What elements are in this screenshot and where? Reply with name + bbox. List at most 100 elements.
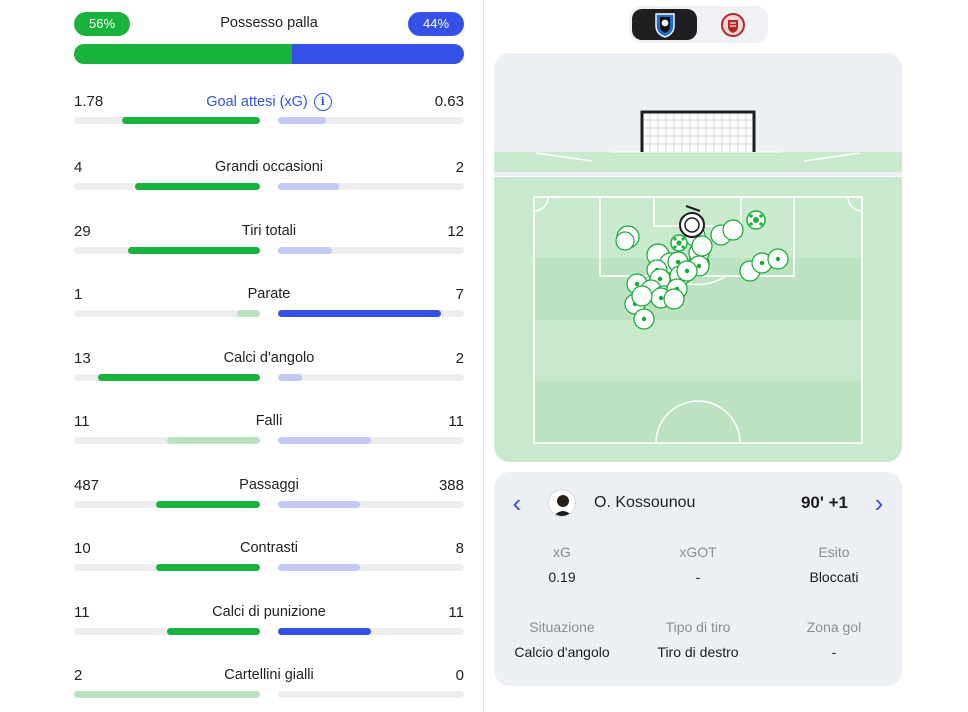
field-value: - xyxy=(831,644,837,660)
stat-label-text: Goal attesi (xG) xyxy=(206,94,308,110)
home-stat-fill xyxy=(74,691,260,698)
away-possession-badge: 44% xyxy=(408,12,464,36)
possession-label: Possesso palla xyxy=(220,15,318,31)
home-stat-bar xyxy=(74,628,260,635)
home-stat-value: 10 xyxy=(74,540,91,557)
away-stat-fill xyxy=(278,183,340,190)
field-key: xG xyxy=(553,544,571,560)
shot-marker-dot xyxy=(675,259,681,265)
shot-marker[interactable] xyxy=(691,235,713,257)
possession-header: 56% Possesso palla 44% xyxy=(74,12,464,36)
stat-label: Calci di punizione xyxy=(74,604,464,620)
home-stat-value: 487 xyxy=(74,477,100,494)
soccer-ball-icon[interactable] xyxy=(746,210,766,230)
home-stat-value: 13 xyxy=(74,350,91,367)
stat-label-text: Calci di punizione xyxy=(212,604,326,620)
shot-marker-dot xyxy=(684,268,690,274)
shot-marker-dot xyxy=(634,281,640,287)
stat-label: Grandi occasioni xyxy=(74,159,464,175)
away-stat-bar xyxy=(278,437,464,444)
stat-label-text: Parate xyxy=(247,286,291,302)
soccer-ball-icon[interactable] xyxy=(670,234,688,252)
shot-marker-dot xyxy=(657,276,663,282)
home-stat-fill xyxy=(127,247,260,254)
stat-label: Passaggi xyxy=(74,477,464,493)
away-possession-fill xyxy=(292,44,464,64)
shot-marker[interactable] xyxy=(631,285,653,307)
home-stat-bar xyxy=(74,691,260,698)
selected-shot-icon[interactable] xyxy=(679,205,705,238)
stat-label-text: Grandi occasioni xyxy=(215,159,323,175)
home-stat-bar xyxy=(74,501,260,508)
away-stat-fill xyxy=(278,310,441,317)
away-stat-value: 2 xyxy=(455,350,464,367)
home-stat-value: 11 xyxy=(74,413,90,430)
field-key: Esito xyxy=(818,544,850,560)
shot-marker-dot xyxy=(696,263,702,269)
home-stat-bar xyxy=(74,183,260,190)
home-stat-value: 1 xyxy=(74,286,83,303)
goal-zone-field: Zona gol - xyxy=(766,619,902,660)
stat-label: Contrasti xyxy=(74,540,464,556)
stat-label: Falli xyxy=(74,413,464,429)
shot-map xyxy=(494,53,902,462)
shot-marker-dot xyxy=(641,316,647,322)
team-toggle-home[interactable] xyxy=(632,9,697,40)
stat-label: Parate xyxy=(74,286,464,302)
chevron-right-icon[interactable]: › xyxy=(874,488,884,518)
away-stat-value: 388 xyxy=(438,477,464,494)
info-icon[interactable]: i xyxy=(313,93,332,111)
home-stat-bar xyxy=(74,564,260,571)
home-stat-fill xyxy=(98,374,260,381)
away-stat-bar xyxy=(278,117,464,124)
home-stat-value: 11 xyxy=(74,604,90,621)
stat-label-text: Calci d'angolo xyxy=(223,350,315,366)
goal-net xyxy=(640,110,756,152)
home-stat-bar xyxy=(74,374,260,381)
chevron-left-icon[interactable]: ‹ xyxy=(512,488,522,518)
away-stat-value: 0 xyxy=(455,667,464,684)
stat-row-fouls: 11 Falli 11 xyxy=(74,413,464,453)
home-stat-value: 2 xyxy=(74,667,83,684)
field-value: Tiro di destro xyxy=(657,644,739,660)
shot-type-field: Tipo di tiro Tiro di destro xyxy=(630,619,766,660)
home-stat-fill xyxy=(135,183,260,190)
away-stat-value: 0.63 xyxy=(434,93,464,110)
away-stat-value: 11 xyxy=(448,413,464,430)
away-stat-fill xyxy=(278,501,360,508)
stat-row-free-kicks: 11 Calci di punizione 11 xyxy=(74,604,464,644)
home-stat-bar xyxy=(74,247,260,254)
possession-bar xyxy=(74,44,464,64)
stat-row-total-shots: 29 Tiri totali 12 xyxy=(74,223,464,263)
away-stat-bar xyxy=(278,183,464,190)
shot-marker-dot xyxy=(658,295,664,301)
stat-label: Cartellini gialli xyxy=(74,667,464,683)
field-key: Tipo di tiro xyxy=(665,619,731,635)
stat-label: Tiri totali xyxy=(74,223,464,239)
away-stat-fill xyxy=(278,374,303,381)
field-value: - xyxy=(695,569,701,585)
home-stat-bar xyxy=(74,437,260,444)
home-possession-badge: 56% xyxy=(74,12,130,36)
field-value: Bloccati xyxy=(809,569,859,585)
stat-label[interactable]: Goal attesi (xG) i xyxy=(74,93,464,111)
home-stat-fill xyxy=(155,501,260,508)
xgot-field: xGOT - xyxy=(630,544,766,585)
away-stat-bar xyxy=(278,374,464,381)
away-stat-fill xyxy=(278,437,371,444)
stat-row-passes: 487 Passaggi 388 xyxy=(74,477,464,517)
shot-marker[interactable] xyxy=(663,288,685,310)
shot-minute: 90' +1 xyxy=(800,493,848,512)
stat-label: Calci d'angolo xyxy=(74,350,464,366)
home-stat-value: 4 xyxy=(74,159,83,176)
player-name: O. Kossounou xyxy=(594,494,696,511)
home-stat-bar xyxy=(74,310,260,317)
away-stat-value: 2 xyxy=(455,159,464,176)
home-possession-fill xyxy=(74,44,293,64)
shot-marker[interactable] xyxy=(615,231,635,251)
team-switcher xyxy=(629,6,768,43)
away-stat-bar xyxy=(278,691,464,698)
stat-row-saves: 1 Parate 7 xyxy=(74,286,464,326)
shot-marker[interactable] xyxy=(722,219,744,241)
team-toggle-away[interactable] xyxy=(700,9,765,40)
